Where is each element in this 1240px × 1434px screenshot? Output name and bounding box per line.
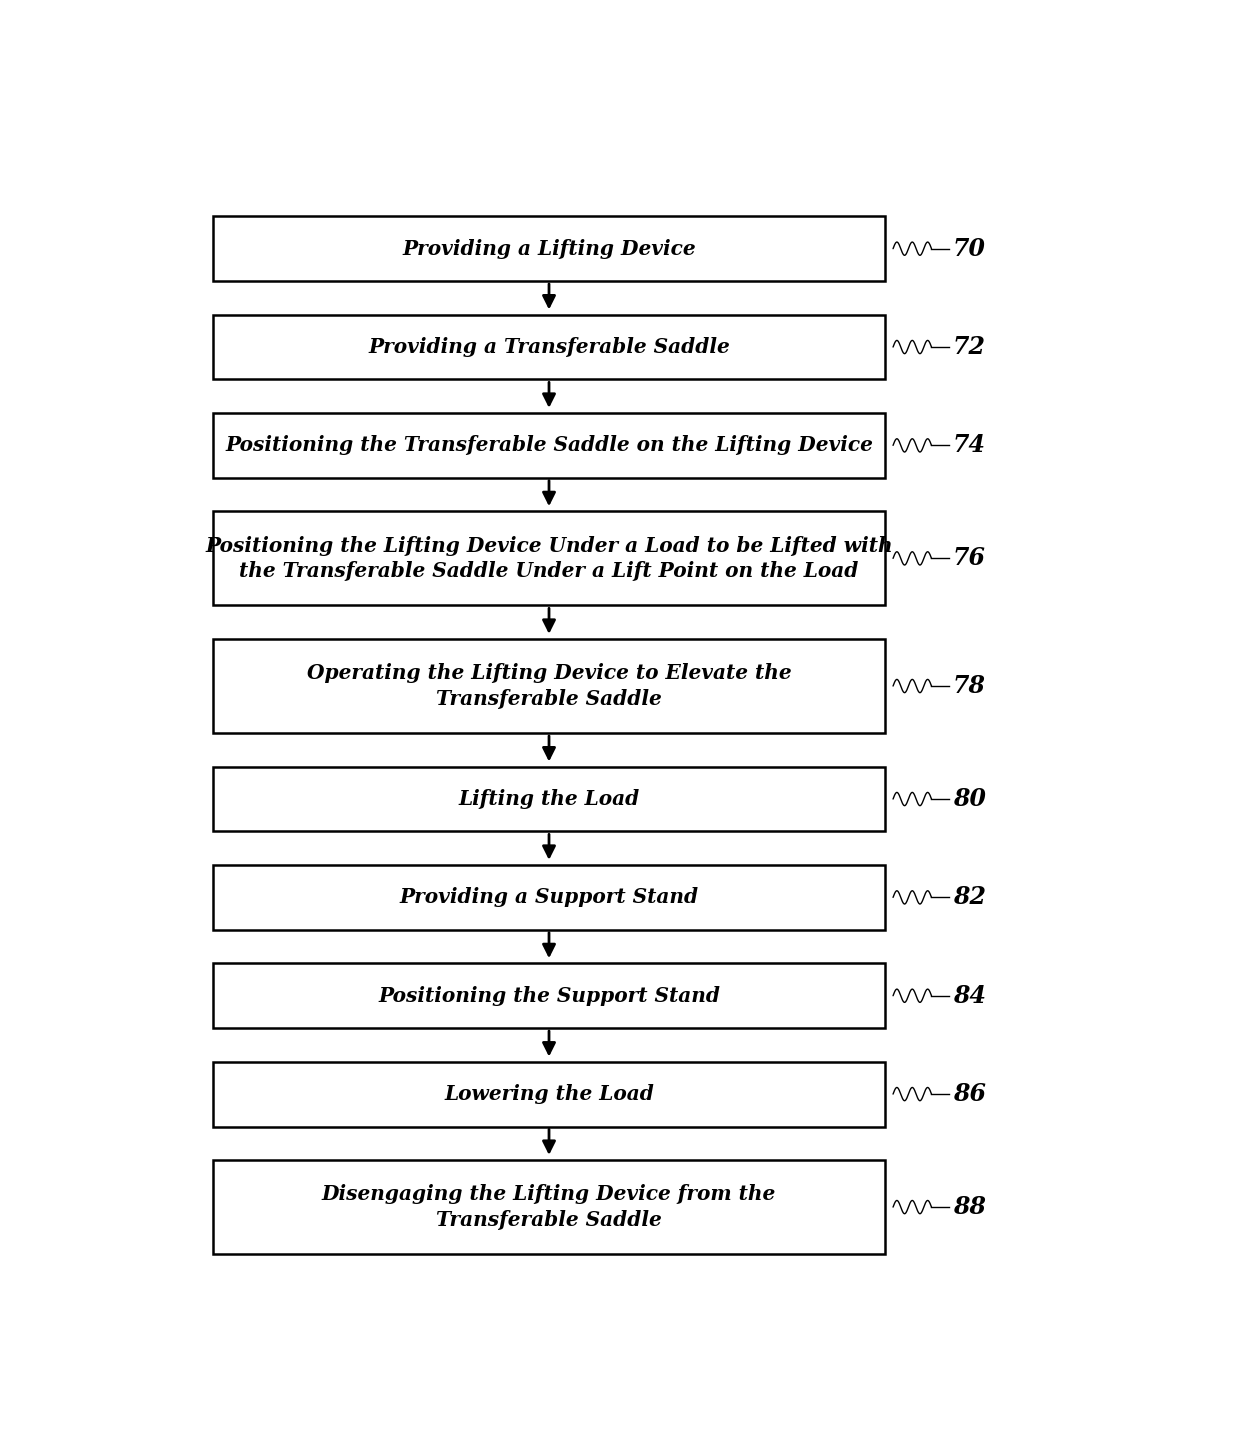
Text: 74: 74 bbox=[952, 433, 986, 457]
Bar bbox=[213, 413, 885, 478]
Text: 70: 70 bbox=[952, 237, 986, 261]
Bar bbox=[213, 964, 885, 1028]
Text: 72: 72 bbox=[952, 336, 986, 358]
Bar bbox=[213, 512, 885, 605]
Text: Positioning the Transferable Saddle on the Lifting Device: Positioning the Transferable Saddle on t… bbox=[226, 436, 873, 456]
Text: Providing a Support Stand: Providing a Support Stand bbox=[399, 888, 698, 908]
Text: 86: 86 bbox=[952, 1083, 986, 1106]
Text: Disengaging the Lifting Device from the
Transferable Saddle: Disengaging the Lifting Device from the … bbox=[322, 1184, 776, 1230]
Text: Positioning the Support Stand: Positioning the Support Stand bbox=[378, 985, 720, 1005]
Bar bbox=[213, 1160, 885, 1255]
Text: Lifting the Load: Lifting the Load bbox=[459, 789, 640, 809]
Text: 88: 88 bbox=[952, 1195, 986, 1219]
Text: Positioning the Lifting Device Under a Load to be Lifted with
the Transferable S: Positioning the Lifting Device Under a L… bbox=[205, 535, 893, 581]
Text: 84: 84 bbox=[952, 984, 986, 1008]
Bar bbox=[213, 767, 885, 832]
Bar bbox=[213, 640, 885, 733]
Text: 78: 78 bbox=[952, 674, 986, 698]
Bar bbox=[213, 1061, 885, 1127]
Text: Providing a Lifting Device: Providing a Lifting Device bbox=[402, 238, 696, 258]
Bar bbox=[213, 865, 885, 929]
Text: Operating the Lifting Device to Elevate the
Transferable Saddle: Operating the Lifting Device to Elevate … bbox=[306, 664, 791, 708]
Text: 76: 76 bbox=[952, 546, 986, 571]
Text: 82: 82 bbox=[952, 885, 986, 909]
Text: Providing a Transferable Saddle: Providing a Transferable Saddle bbox=[368, 337, 730, 357]
Text: 80: 80 bbox=[952, 787, 986, 812]
Bar bbox=[213, 314, 885, 380]
Text: Lowering the Load: Lowering the Load bbox=[444, 1084, 653, 1104]
Bar bbox=[213, 217, 885, 281]
